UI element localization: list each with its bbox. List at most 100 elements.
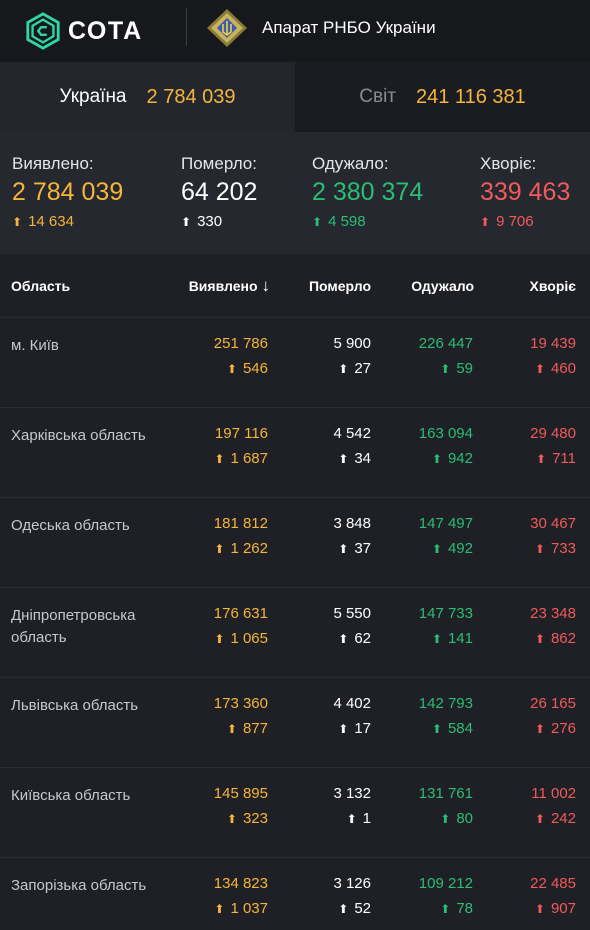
- arrow-up-icon: ⬆: [534, 361, 545, 376]
- summary-sick-delta-value: 9 706: [496, 213, 534, 230]
- detected-value: 197 116: [214, 425, 268, 442]
- sick-delta-value: 862: [550, 630, 576, 647]
- region-name: Одеська область: [11, 517, 130, 534]
- recovered-delta: ⬆ 492: [432, 540, 473, 557]
- died-delta: ⬆ 17: [338, 720, 371, 737]
- sick-delta-value: 907: [550, 900, 576, 917]
- arrow-up-icon: ⬆: [312, 214, 323, 229]
- died-value: 3 848: [333, 515, 371, 532]
- recovered-delta-value: 80: [456, 810, 473, 827]
- arrow-up-icon: ⬆: [534, 721, 545, 736]
- detected-delta-value: 1 687: [230, 450, 268, 467]
- detected-value: 181 812: [213, 515, 268, 532]
- brand-name: СОТА: [68, 16, 143, 45]
- arrow-up-icon: ⬆: [226, 361, 237, 376]
- summary-died-value: 64 202: [181, 178, 258, 206]
- arrow-up-icon: ⬆: [480, 214, 491, 229]
- recovered-delta-value: 584: [447, 720, 473, 737]
- sick-delta: ⬆ 711: [536, 450, 576, 467]
- table-row[interactable]: Запорізька область 134 823 ⬆ 1 037 3 126 ⬆ 52 1…: [0, 858, 590, 930]
- tab-world-label: Світ: [359, 86, 396, 107]
- table-header: Область Виявлено ↓ Померло Одужало Хворіє: [0, 254, 590, 318]
- summary-recovered-delta: ⬆ 4 598: [312, 213, 423, 230]
- detected-value: 145 895: [213, 785, 268, 802]
- detected-delta: ⬆ 323: [227, 810, 268, 827]
- died-delta: ⬆ 34: [338, 450, 371, 467]
- region-name: Харківська область: [11, 427, 146, 444]
- arrow-up-icon: ⬆: [431, 631, 442, 646]
- sick-delta: ⬆ 242: [535, 810, 576, 827]
- arrow-up-icon: ⬆: [431, 541, 442, 556]
- arrow-up-icon: ⬆: [440, 361, 451, 376]
- detected-value: 176 631: [213, 605, 268, 622]
- sick-value: 30 467: [530, 515, 576, 532]
- header-detected[interactable]: Виявлено ↓: [188, 276, 271, 295]
- arrow-up-icon: ⬆: [338, 451, 349, 466]
- header-region[interactable]: Область: [11, 278, 71, 294]
- region-tabs: Україна 2 784 039 Світ 241 116 381: [0, 62, 590, 132]
- table-row[interactable]: Львівська область 173 360 ⬆ 877 4 402 ⬆ 17 142 …: [0, 678, 590, 768]
- header-sick[interactable]: Хворіє: [529, 278, 576, 294]
- recovered-delta: ⬆ 942: [432, 450, 473, 467]
- summary-panel: Виявлено: 2 784 039 ⬆ 14 634 Померло: 64 …: [0, 132, 590, 254]
- sick-delta-value: 733: [550, 540, 576, 557]
- summary-detected-delta: ⬆ 14 634: [12, 213, 123, 230]
- sota-logo[interactable]: СОТА: [24, 12, 143, 50]
- died-value: 4 542: [333, 425, 371, 442]
- table-row[interactable]: Одеська область 181 812 ⬆ 1 262 3 848 ⬆ 37 147 …: [0, 498, 590, 588]
- summary-recovered-delta-value: 4 598: [328, 213, 366, 230]
- partner-link[interactable]: Апарат РНБО України: [206, 8, 436, 48]
- table-row[interactable]: Дніпропетровська область 176 631 ⬆ 1 065 5 5…: [0, 588, 590, 678]
- summary-sick-label: Хворіє:: [480, 154, 537, 173]
- sick-delta: ⬆ 733: [535, 540, 576, 557]
- header-detected-label: Виявлено: [188, 278, 258, 294]
- died-delta: ⬆ 52: [338, 900, 371, 917]
- partner-name: Апарат РНБО України: [262, 18, 436, 37]
- died-delta: ⬆ 1: [347, 810, 371, 827]
- died-delta-value: 17: [354, 720, 371, 737]
- summary-died-delta-value: 330: [197, 213, 223, 230]
- sick-delta-value: 460: [550, 360, 576, 377]
- died-value: 3 132: [333, 785, 371, 802]
- arrow-up-icon: ⬆: [534, 631, 545, 646]
- sick-value: 23 348: [530, 605, 576, 622]
- recovered-delta: ⬆ 141: [432, 630, 473, 647]
- arrow-up-icon: ⬆: [440, 811, 451, 826]
- recovered-value: 163 094: [418, 425, 473, 442]
- died-value: 5 550: [333, 605, 371, 622]
- recovered-delta-value: 492: [447, 540, 473, 557]
- table-row[interactable]: м. Київ 251 786 ⬆ 546 5 900 ⬆ 27 226 447 ⬆ 59 19 4…: [0, 318, 590, 408]
- summary-recovered-value: 2 380 374: [312, 178, 424, 206]
- died-delta-value: 52: [354, 900, 371, 917]
- sick-delta-value: 276: [550, 720, 576, 737]
- arrow-up-icon: ⬆: [214, 541, 225, 556]
- region-name: м. Київ: [11, 337, 59, 354]
- arrow-up-icon: ⬆: [214, 631, 225, 646]
- arrow-up-icon: ⬆: [226, 721, 237, 736]
- recovered-delta-value: 78: [456, 900, 473, 917]
- arrow-up-icon: ⬆: [440, 901, 451, 916]
- region-name: Запорізька область: [11, 877, 147, 894]
- tab-world-value: 241 116 381: [416, 85, 526, 108]
- tab-world[interactable]: Світ 241 116 381: [295, 62, 590, 132]
- recovered-value: 226 447: [418, 335, 473, 352]
- sick-delta-value: 711: [552, 450, 576, 467]
- sort-down-arrow-icon: ↓: [261, 276, 271, 295]
- header-died[interactable]: Померло: [308, 278, 371, 294]
- header-recovered[interactable]: Одужало: [411, 278, 474, 294]
- arrow-up-icon: ⬆: [338, 901, 349, 916]
- region-name: Дніпропетровська область: [11, 607, 136, 646]
- tab-ukraine-value: 2 784 039: [146, 85, 236, 108]
- table-row[interactable]: Київська область 145 895 ⬆ 323 3 132 ⬆ 1 131 76…: [0, 768, 590, 858]
- recovered-value: 147 733: [418, 605, 473, 622]
- died-delta-value: 34: [354, 450, 371, 467]
- sick-delta: ⬆ 276: [535, 720, 576, 737]
- arrow-up-icon: ⬆: [431, 721, 442, 736]
- table-row[interactable]: Харківська область 197 116 ⬆ 1 687 4 542 ⬆ 34 1…: [0, 408, 590, 498]
- detected-value: 251 786: [213, 335, 268, 352]
- tab-ukraine[interactable]: Україна 2 784 039: [0, 62, 295, 132]
- detected-delta: ⬆ 546: [227, 360, 268, 377]
- detected-value: 134 823: [213, 875, 268, 892]
- arrow-up-icon: ⬆: [534, 901, 545, 916]
- summary-died: Померло: 64 202 ⬆ 330: [181, 154, 257, 230]
